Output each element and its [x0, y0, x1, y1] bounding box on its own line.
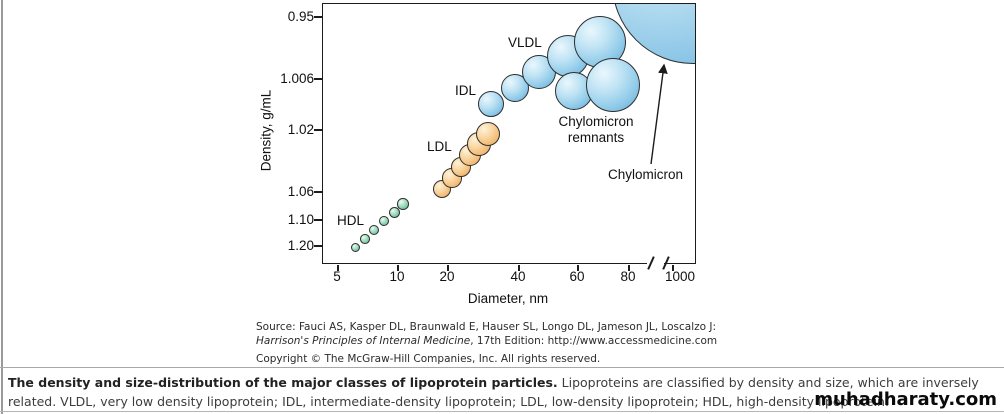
- caption-bold-lead: The density and size-distribution of the…: [8, 375, 558, 390]
- source-attribution: Source: Fauci AS, Kasper DL, Braunwald E…: [256, 320, 717, 366]
- y-tick-label-1.06: 1.06: [287, 184, 314, 199]
- chylomicron-remnant-bubble: [586, 58, 640, 112]
- y-tick-label-1.10: 1.10: [287, 212, 314, 227]
- vldl-label: VLDL: [508, 35, 542, 50]
- hdl-bubble: [360, 234, 370, 244]
- y-tick-label-1.20: 1.20: [287, 238, 314, 253]
- x-tick-1000: [672, 264, 674, 271]
- caption-body: Lipoproteins are classified by density a…: [8, 375, 979, 409]
- source-line2: Harrison's Principles of Internal Medici…: [256, 334, 717, 348]
- hdl-bubble: [397, 198, 409, 210]
- y-tick-label-0.95: 0.95: [287, 9, 314, 24]
- x-tick-80: [628, 264, 630, 271]
- hdl-label: HDL: [337, 213, 365, 228]
- plot-area: [322, 3, 696, 264]
- x-tick-10: [397, 264, 399, 271]
- ldl-label: LDL: [427, 139, 452, 154]
- watermark-text: muhadharaty.com: [814, 389, 997, 410]
- chylomicron-label: Chylomicron: [608, 167, 684, 182]
- x-tick-label-20: 20: [439, 269, 455, 284]
- hdl-bubble: [350, 242, 360, 252]
- x-tick-20: [447, 264, 449, 271]
- page-bottom-border: [0, 411, 1004, 412]
- y-tick-0.95: [314, 16, 322, 18]
- y-tick-label-1.02: 1.02: [287, 122, 314, 137]
- caption-divider: [0, 367, 1004, 368]
- x-tick-5: [337, 264, 339, 271]
- hdl-bubble: [378, 215, 390, 227]
- x-tick-label-5: 5: [333, 269, 341, 284]
- x-tick-label-60: 60: [569, 269, 585, 284]
- hdl-bubble: [388, 206, 400, 218]
- y-tick-1.20: [314, 245, 322, 247]
- x-tick-label-80: 80: [620, 269, 636, 284]
- source-edition: , 17th Edition: http://www.accessmedicin…: [470, 335, 718, 347]
- source-book-title: Harrison's Principles of Internal Medici…: [256, 335, 471, 347]
- figure-caption: The density and size-distribution of the…: [8, 373, 996, 411]
- x-tick-label-10: 10: [389, 269, 405, 284]
- x-tick-label-1000: 1000: [664, 269, 696, 284]
- copyright-line: Copyright © The McGraw-Hill Companies, I…: [256, 353, 601, 365]
- idl-label: IDL: [455, 83, 477, 98]
- x-axis-title: Diameter, nm: [467, 291, 549, 306]
- y-tick-label-1.006: 1.006: [280, 71, 314, 86]
- x-axis-break-gap: [647, 261, 664, 266]
- x-tick-60: [577, 264, 579, 271]
- ldl-bubble: [475, 121, 501, 147]
- source-line1: Source: Fauci AS, Kasper DL, Braunwald E…: [256, 321, 717, 333]
- idl-bubble: [478, 91, 504, 117]
- chylomicron-remnants-label: Chylomicron remnants: [544, 114, 648, 146]
- chylomicron-remnants-label-line1: Chylomicron: [558, 114, 634, 129]
- x-tick-label-40: 40: [510, 269, 526, 284]
- page-left-border: [1, 0, 3, 414]
- y-tick-1.006: [314, 78, 322, 80]
- y-tick-1.06: [314, 191, 322, 193]
- y-tick-1.02: [314, 129, 322, 131]
- chylomicron-remnants-label-line2: remnants: [567, 130, 625, 145]
- y-tick-1.10: [314, 219, 322, 221]
- x-tick-40: [518, 264, 520, 271]
- hdl-bubble: [369, 225, 379, 235]
